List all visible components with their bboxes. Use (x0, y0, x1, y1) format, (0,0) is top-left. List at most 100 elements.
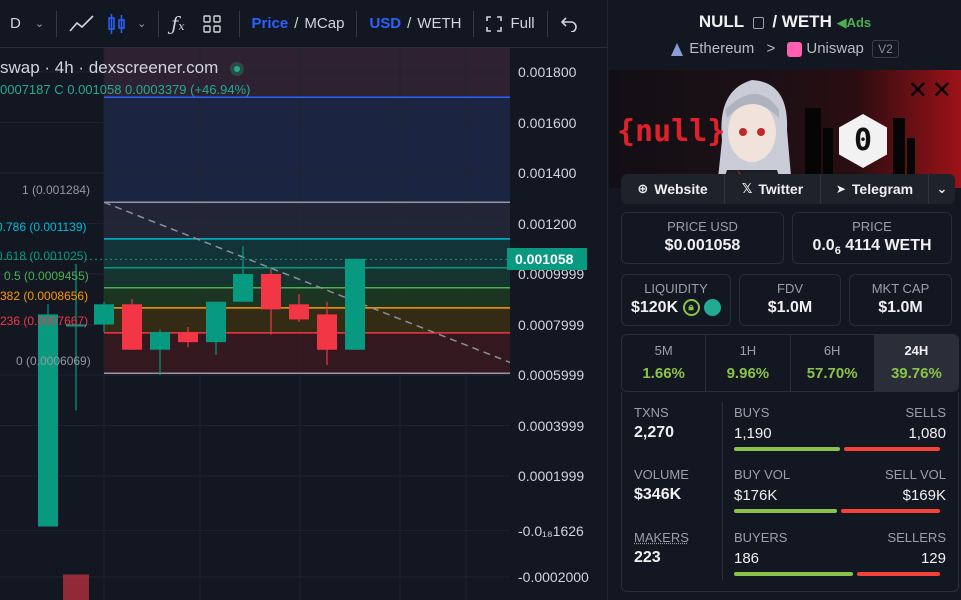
weth-option[interactable]: WETH (417, 15, 462, 32)
usd-option[interactable]: USD (369, 15, 402, 32)
chain-name[interactable]: Ethereum (689, 40, 755, 57)
fib-level-label: 1 (0.001284) (22, 183, 91, 198)
stats-divider (722, 402, 723, 580)
sellers-bar (857, 572, 940, 576)
tab-5m[interactable]: 5M 1.66% (622, 335, 707, 391)
liquidity-value: $120K (630, 299, 679, 316)
banner-skyline (823, 128, 833, 188)
chevron-down-icon: ⌄ (137, 18, 147, 30)
price-native-prefix: 0.0 (812, 237, 835, 254)
verified-icon[interactable] (704, 299, 722, 317)
volume-label: VOLUME (634, 467, 689, 482)
candle-body (38, 314, 58, 527)
buy-vol-value: $176K (734, 487, 778, 504)
price-axis-tick-label: 0.001400 (518, 165, 577, 181)
token-banner[interactable]: {null} 0 ✕✕ (609, 70, 961, 188)
fib-level-label: 0.382 (0.0008656) (0, 288, 89, 303)
chart-plot-area[interactable] (0, 48, 510, 600)
price-mcap-toggle[interactable]: Price / MCap (246, 0, 351, 48)
undo-button[interactable] (554, 0, 584, 48)
x-logo-icon: 𝕏 (741, 181, 753, 196)
sellers-label: SELLERS (887, 530, 946, 545)
tab-5m-label: 5M (654, 343, 673, 358)
buys-label: BUYS (734, 405, 770, 420)
interval-selector[interactable]: D ⌄ (0, 0, 50, 48)
tab-24h-change: 39.76% (890, 365, 942, 382)
lock-icon[interactable]: 🔒︎ (682, 299, 700, 317)
quote-token: WETH (781, 12, 832, 31)
price-axis-tick-label: 0.0003999 (518, 417, 585, 434)
tab-6h-label: 6H (823, 343, 841, 358)
fullscreen-icon (486, 15, 503, 32)
currency-toggle[interactable]: USD / WETH (363, 0, 467, 48)
banner-skyline (805, 108, 821, 188)
telegram-label: Telegram (851, 181, 914, 197)
interval-label: D (10, 15, 21, 32)
fib-level-label: 0.786 (0.001139) (0, 219, 87, 234)
candle-body (66, 324, 86, 327)
banner-text: {null} (617, 114, 726, 149)
legend-title-text: swap · 4h · dexscreener.com (0, 58, 219, 77)
candle-body (317, 314, 337, 350)
sellers-value: 129 (920, 550, 946, 567)
tab-1h-change: 9.96% (726, 365, 770, 382)
banner-skyline (893, 118, 905, 188)
live-status-icon (230, 61, 245, 76)
toolbar-divider (473, 10, 475, 37)
pair-info-panel: NULL / WETH ◀Ads Ethereum > Uniswap V2 (607, 0, 961, 600)
telegram-icon: ➤ (835, 182, 846, 196)
line-tool-button[interactable] (63, 0, 101, 48)
tab-6h[interactable]: 6H 57.70% (791, 335, 875, 391)
fdv-label: FDV (777, 281, 803, 296)
price-usd-card: PRICE USD $0.001058 (621, 212, 784, 264)
dex-name[interactable]: Uniswap (806, 40, 864, 57)
liquidity-label: LIQUIDITY (644, 281, 708, 296)
buys-value: 1,190 (734, 425, 772, 442)
version-badge: V2 (872, 40, 899, 58)
chart-toolbar: D ⌄ ⌄ ƒx Price / MCap (0, 0, 607, 48)
sell-vol-value: $169K (902, 487, 946, 504)
twitter-button[interactable]: 𝕏 Twitter (725, 174, 821, 204)
candle-body (94, 304, 114, 325)
copy-icon[interactable] (752, 16, 764, 29)
undo-icon (560, 16, 577, 32)
sells-label: SELLS (905, 405, 946, 420)
price-native-label: PRICE (852, 219, 892, 234)
candles-icon (108, 13, 125, 34)
fib-level-label: 0.236 (0.0007667) (0, 313, 89, 328)
telegram-button[interactable]: ➤ Telegram (821, 174, 929, 204)
price-option[interactable]: Price (251, 15, 289, 32)
price-axis[interactable]: 0.001800 0.001600 0.001400 0.001200 0.000999… (510, 48, 607, 600)
chart-pane: D ⌄ ⌄ ƒx Price / MCap (0, 0, 607, 600)
fullscreen-label: Full (510, 15, 535, 32)
txns-label: TXNS (634, 405, 669, 420)
txns-value: 2,270 (634, 424, 675, 441)
layouts-button[interactable] (191, 0, 233, 48)
chevron-right-icon: > (766, 40, 776, 57)
candle-body (233, 274, 253, 302)
candlestick-chart[interactable] (0, 48, 510, 600)
chain-row: Ethereum > Uniswap V2 (608, 40, 961, 58)
volume-value: $346K (634, 486, 682, 503)
tab-24h[interactable]: 24H 39.76% (874, 335, 958, 391)
sell-vol-label: SELL VOL (885, 467, 946, 482)
indicators-button[interactable]: ƒx (165, 0, 190, 48)
fullscreen-button[interactable]: Full (480, 0, 540, 48)
buys-bar (734, 447, 840, 451)
pair-title: NULL / WETH ◀Ads (608, 12, 961, 32)
more-links-button[interactable]: ⌄ (929, 174, 955, 204)
sells-value: 1,080 (908, 425, 946, 442)
candle-type-button[interactable]: ⌄ (101, 0, 152, 48)
ads-badge[interactable]: ◀Ads (837, 15, 872, 30)
website-button[interactable]: ⊕ Website (621, 174, 725, 204)
price-native-value: 0.06 4114 WETH (793, 237, 951, 257)
fib-zone (104, 202, 510, 239)
price-axis-tick-label: 0.0005999 (518, 367, 585, 384)
candle-body (206, 301, 226, 343)
fib-zone-extension (104, 48, 510, 98)
sells-bar (844, 447, 940, 451)
tab-1h[interactable]: 1H 9.96% (706, 335, 791, 391)
mcap-option[interactable]: MCap (304, 15, 345, 32)
megaphone-icon: ◀ (836, 15, 847, 30)
